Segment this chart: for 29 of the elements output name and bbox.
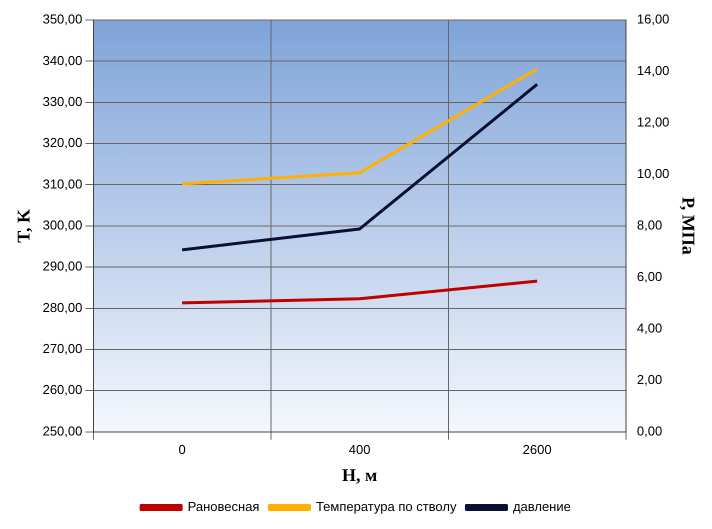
y-tick-label: 250,00 (42, 423, 82, 438)
y-tick-label: 270,00 (42, 341, 82, 356)
y2-tick-label: 12,00 (636, 114, 670, 130)
y-tick-label: 350,00 (42, 12, 82, 27)
y-tick-label: 300,00 (42, 217, 82, 232)
y2-tick-label: 14,00 (636, 63, 670, 78)
y-tick-label: 290,00 (42, 258, 82, 274)
legend-label: давление (512, 499, 571, 514)
y2-tick-label: 6,00 (636, 268, 662, 284)
y2-tick-label: 10,00 (636, 166, 670, 182)
x-tick-label: 2600 (522, 442, 552, 458)
y-tick-label: 310,00 (42, 176, 82, 192)
y-tick-label: 320,00 (42, 135, 82, 150)
y-tick-label: 340,00 (42, 52, 82, 68)
y-tick-label: 280,00 (42, 300, 82, 315)
y2-tick-label: 0,00 (636, 423, 662, 438)
x-tick-label: 400 (348, 442, 370, 458)
legend-label: Температура по стволу (316, 499, 457, 514)
y-tick-label: 260,00 (42, 382, 82, 398)
y2-tick-label: 2,00 (636, 372, 662, 387)
x-axis-title: H, м (342, 464, 378, 485)
y-axis-title: T, K (13, 209, 34, 243)
y-tick-label: 330,00 (42, 94, 82, 109)
x-tick-label: 0 (178, 442, 186, 458)
y2-tick-label: 8,00 (636, 217, 662, 232)
y2-tick-label: 4,00 (636, 320, 662, 336)
y2-tick-label: 16,00 (636, 12, 670, 27)
legend-label: Рановесная (188, 499, 260, 514)
y2-axis-title: Р, МПа (678, 197, 699, 255)
